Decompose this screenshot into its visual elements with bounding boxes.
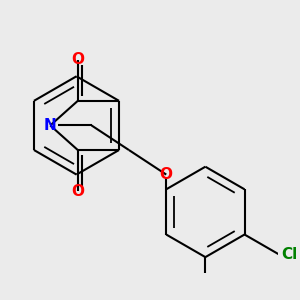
- Text: O: O: [71, 52, 84, 67]
- Text: O: O: [71, 184, 84, 199]
- Text: N: N: [44, 118, 57, 133]
- Text: O: O: [160, 167, 173, 182]
- Text: Cl: Cl: [281, 247, 298, 262]
